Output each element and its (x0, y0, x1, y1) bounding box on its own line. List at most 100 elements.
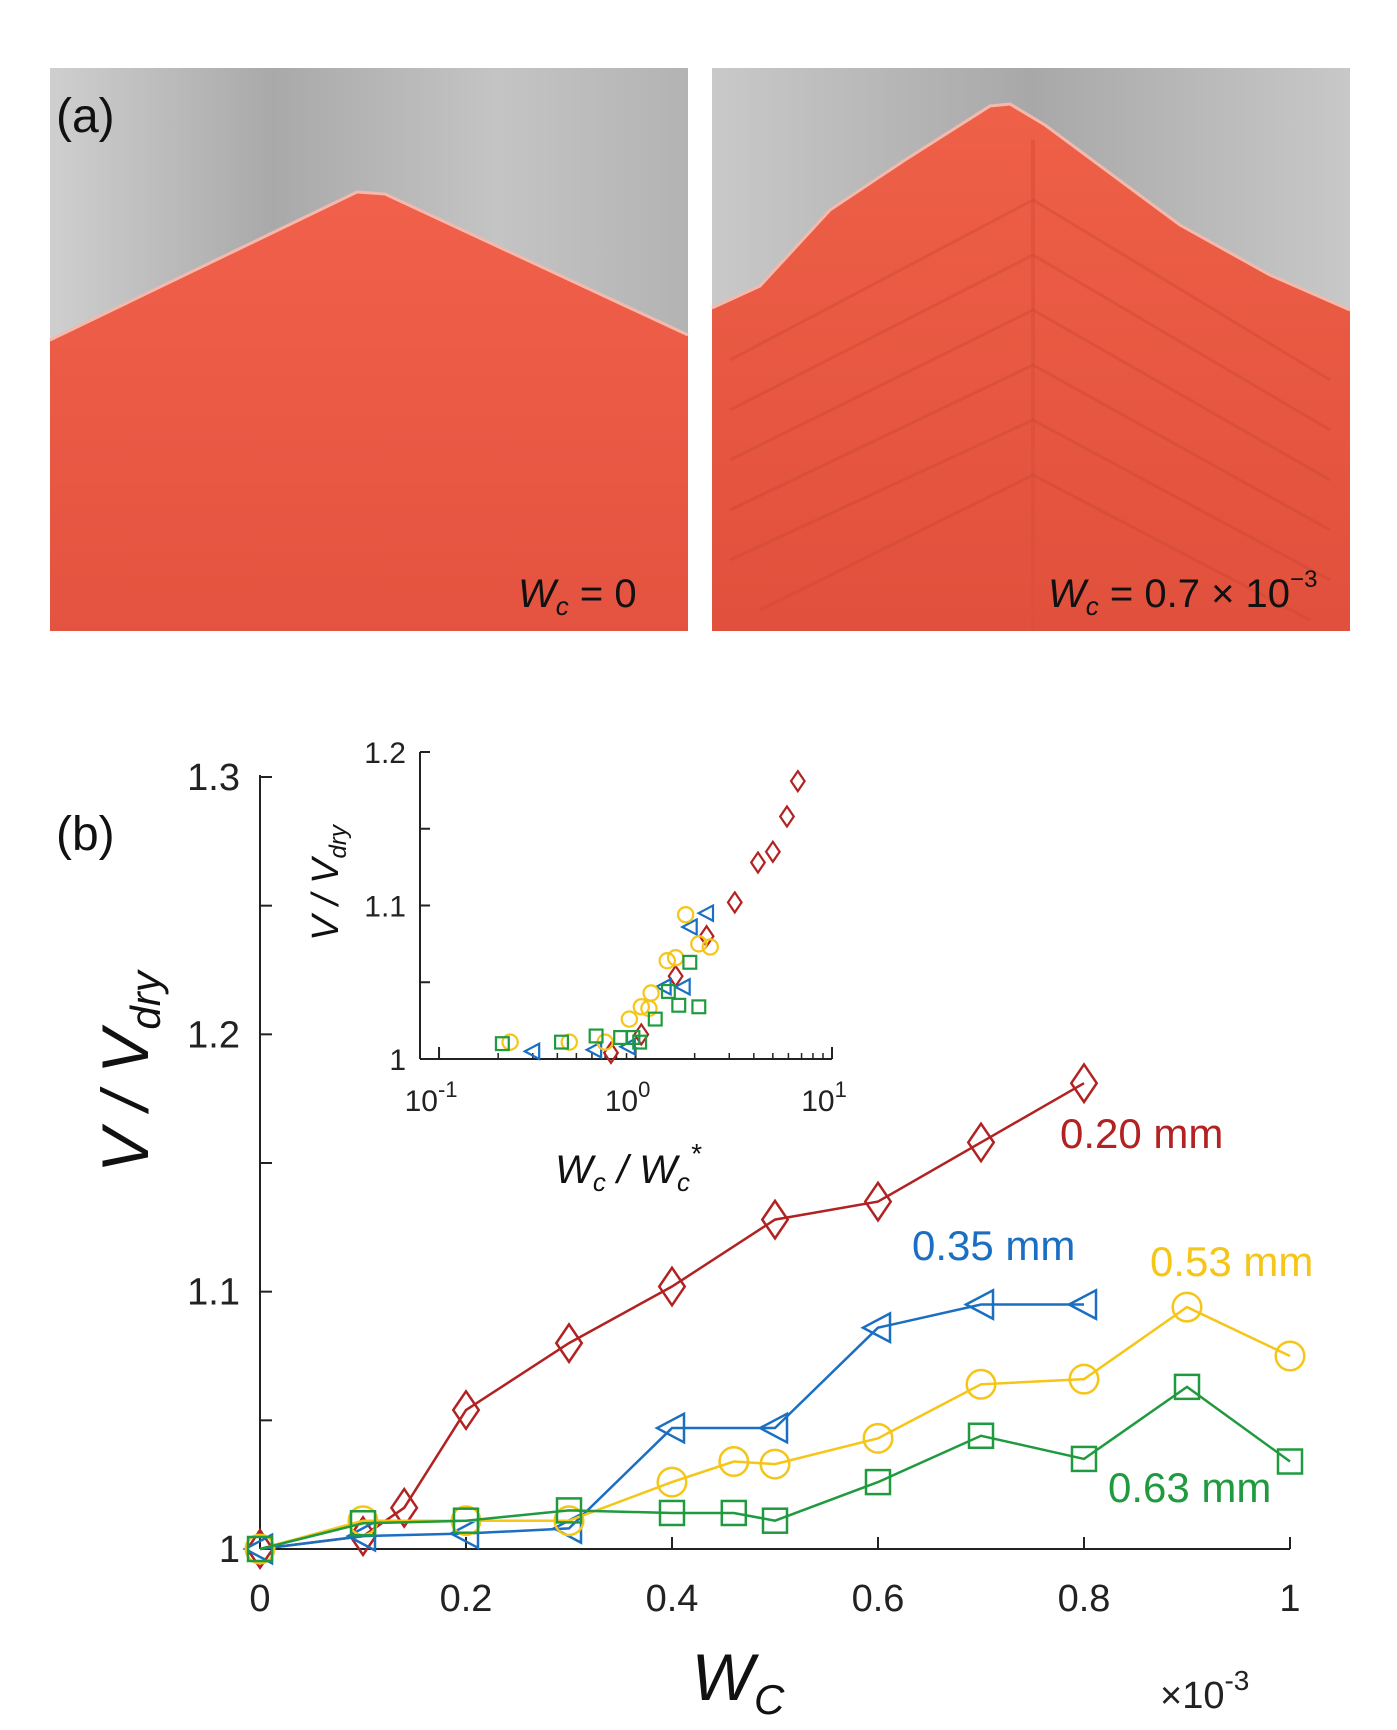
data-point (860, 1311, 892, 1345)
main-y-tick-label: 1.3 (187, 757, 240, 799)
data-point (555, 1497, 583, 1524)
main-x-label: WC (692, 1640, 785, 1723)
right-caption-val: = 0.7 × 10 (1099, 572, 1290, 616)
inset-data-point (658, 952, 676, 970)
series-line (259, 1385, 1291, 1551)
inset-y-tick-label: 1.2 (364, 737, 406, 770)
inset-y-tick-label: 1.1 (364, 891, 406, 924)
data-point (757, 1411, 789, 1445)
inset-data-point (613, 1030, 629, 1046)
inset-data-point (749, 850, 767, 875)
data-point (759, 1448, 791, 1480)
panel-a-label: (a) (56, 90, 115, 143)
inset-data-point (620, 1010, 639, 1028)
inset-x-label-main: W (555, 1148, 596, 1192)
main-x-tick-label: 0.4 (646, 1578, 699, 1620)
inset-data-point (671, 997, 687, 1013)
data-point (966, 1121, 996, 1164)
data-point (245, 1528, 275, 1570)
x-multiplier: ×10-3 (1160, 1665, 1249, 1717)
right-photo-caption: Wc = 0.7 × 10−3 (1048, 566, 1317, 621)
data-point (452, 1507, 480, 1534)
data-point (760, 1198, 790, 1241)
inset-y-label-main: V / V (305, 855, 347, 941)
inset-data-point (778, 804, 796, 829)
data-point (451, 1389, 481, 1432)
main-y-tick-label: 1.2 (187, 1014, 240, 1056)
data-point (963, 1288, 995, 1321)
main-x-tick-label: 0.6 (852, 1578, 905, 1620)
panel-b-label: (b) (56, 808, 115, 861)
series-0-20-mm (245, 1062, 1099, 1570)
left-caption-val: = 0 (569, 572, 637, 616)
inset-data-point (632, 998, 650, 1016)
main-y-label: V / Vdry (88, 968, 169, 1172)
main-y-label-sub: dry (122, 968, 169, 1029)
inset-data-point (696, 903, 715, 923)
main-x-label-main: W (692, 1640, 760, 1714)
inset-data-point (764, 839, 781, 864)
data-point (1070, 1445, 1098, 1473)
data-point (246, 1535, 274, 1563)
inset-x-label-sub: c (593, 1167, 606, 1197)
data-point (658, 1499, 686, 1527)
inset-x-tick-label: 10-1 (405, 1077, 458, 1118)
left-photo-caption: Wc = 0 (518, 572, 637, 621)
data-point (554, 1322, 584, 1365)
inset-y-tick-label: 1 (389, 1044, 406, 1077)
data-point (761, 1507, 789, 1534)
main-x-tick-label: 0.2 (440, 1578, 493, 1620)
data-point (349, 1510, 377, 1537)
inset-data-point (690, 935, 708, 953)
data-point (1068, 1363, 1100, 1395)
data-point (1173, 1373, 1201, 1401)
main-x-tick-label: 0.8 (1058, 1578, 1111, 1620)
data-point (718, 1446, 750, 1478)
inset-y-label: V / Vdry (305, 823, 352, 941)
main-axes: 0 0.2 0.4 0.6 0.8 1 1 1.1 1.2 1.3 (187, 757, 1300, 1620)
data-point (389, 1486, 419, 1529)
inset-data-point (642, 984, 660, 1002)
main-series (242, 1062, 1306, 1570)
data-point (348, 1515, 378, 1558)
inset-series-0-20-mm (602, 769, 806, 1065)
data-point (244, 1533, 276, 1565)
inset-series-0-63-mm (494, 954, 707, 1052)
inset-x-label: Wc / Wc* (555, 1138, 702, 1197)
main-x-tick-label: 1 (1279, 1578, 1300, 1620)
main-x-label-sub: C (754, 1676, 785, 1723)
inset-series (494, 769, 806, 1065)
inset-data-point (560, 1033, 578, 1051)
label-0-53-mm: 0.53 mm (1150, 1238, 1313, 1285)
inset-data-point (522, 1041, 541, 1061)
data-point (1069, 1062, 1099, 1105)
left-caption-var: W (518, 572, 559, 616)
inset-x-tick-label: 101 (801, 1077, 847, 1118)
inset-data-point (653, 977, 672, 997)
inset-data-point (676, 906, 695, 924)
data-point (553, 1505, 585, 1537)
photo-dry-pile (49, 68, 689, 631)
main-y-tick-label: 1 (219, 1529, 240, 1571)
inset-chart: 10-1 100 101 1 1.1 1.2 V / Vdry Wc / Wc* (305, 737, 847, 1197)
inset-x-label-mid: / W (606, 1148, 680, 1192)
inset-data-point (588, 1028, 604, 1044)
right-caption-sub: c (1086, 591, 1099, 621)
x-multiplier-base: ×10 (1160, 1675, 1224, 1717)
data-point (654, 1411, 686, 1445)
main-x-tick-label: 0 (249, 1578, 270, 1620)
label-0-20-mm: 0.20 mm (1060, 1110, 1223, 1157)
data-point (1274, 1340, 1306, 1372)
inset-x-tick-label: 100 (605, 1077, 651, 1118)
right-caption-exp: −3 (1290, 566, 1317, 593)
inset-data-point (691, 999, 707, 1015)
data-point (1276, 1448, 1304, 1475)
inset-data-point (501, 1033, 519, 1051)
inset-data-point (647, 1011, 663, 1027)
data-point (863, 1180, 893, 1223)
inset-data-point (553, 1034, 569, 1050)
data-point (862, 1422, 894, 1454)
data-point (657, 1265, 687, 1308)
series-line (259, 1303, 1084, 1551)
